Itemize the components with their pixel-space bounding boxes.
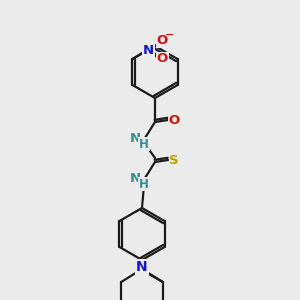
Text: N: N xyxy=(136,260,148,274)
Text: N: N xyxy=(129,172,141,184)
Text: H: H xyxy=(139,178,149,190)
Text: O: O xyxy=(157,52,168,65)
Text: N: N xyxy=(143,44,154,56)
Text: N: N xyxy=(129,131,141,145)
Text: −: − xyxy=(165,30,174,40)
Text: O: O xyxy=(168,113,180,127)
Text: S: S xyxy=(169,154,179,166)
Text: O: O xyxy=(157,34,168,47)
Text: H: H xyxy=(139,137,149,151)
